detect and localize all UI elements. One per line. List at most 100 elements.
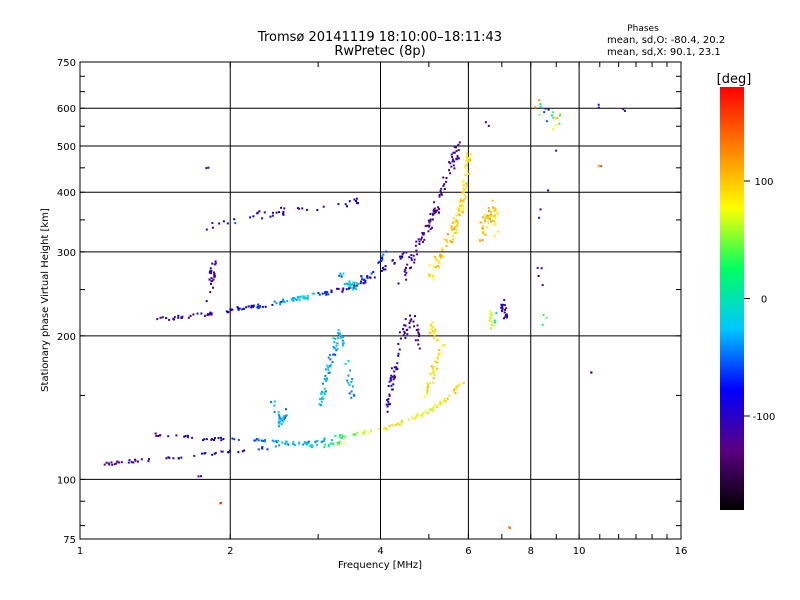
echo-point: [500, 306, 503, 309]
echo-point: [110, 461, 113, 464]
x-tick-label: 6: [465, 546, 471, 557]
echo-point: [168, 318, 171, 321]
echo-point: [230, 309, 233, 311]
echo-point: [337, 337, 340, 339]
echo-point: [434, 209, 437, 212]
echo-point: [381, 258, 384, 261]
echo-point: [298, 441, 301, 444]
echo-point: [385, 403, 388, 406]
echo-point: [466, 157, 469, 160]
echo-point: [429, 218, 432, 221]
echo-point: [172, 457, 175, 460]
echo-point: [388, 424, 391, 427]
echo-point: [432, 409, 435, 412]
echo-point: [282, 415, 285, 418]
echo-point: [457, 207, 460, 210]
echo-point: [405, 271, 408, 274]
echo-point: [353, 394, 356, 397]
echo-point: [256, 306, 259, 309]
echo-point: [105, 461, 108, 464]
echo-point: [441, 344, 444, 347]
echo-point: [433, 369, 436, 372]
echo-point: [352, 288, 355, 291]
echo-point: [541, 323, 544, 326]
echo-point: [432, 371, 435, 374]
phase-stats-o: mean, sd,O: -80.4, 20.2: [607, 35, 725, 46]
echo-point: [397, 354, 400, 357]
echo-point: [344, 435, 347, 438]
echo-point: [410, 259, 413, 262]
echo-point: [335, 342, 338, 345]
echo-point: [423, 238, 426, 241]
echo-point: [320, 403, 323, 406]
echo-point: [271, 439, 274, 442]
echo-point: [213, 452, 216, 455]
echo-point: [493, 220, 496, 223]
echo-point: [397, 282, 400, 285]
echo-point: [155, 434, 158, 437]
echo-point: [462, 205, 464, 207]
echo-point: [461, 203, 464, 206]
echo-point: [237, 307, 240, 310]
echo-point: [466, 170, 469, 173]
echo-point: [261, 447, 264, 450]
echo-point: [118, 461, 121, 464]
echo-point: [455, 157, 458, 160]
echo-point: [115, 462, 118, 465]
echo-point: [355, 200, 357, 202]
echo-point: [382, 253, 385, 256]
echo-point: [253, 439, 256, 442]
echo-point: [431, 275, 434, 277]
echo-point: [432, 208, 435, 211]
echo-point: [484, 216, 487, 219]
echo-point: [250, 306, 253, 309]
x-tick-label: 16: [675, 546, 688, 557]
echo-point: [492, 324, 495, 327]
echo-point: [205, 167, 208, 170]
echo-point: [466, 159, 468, 162]
echo-point: [284, 442, 287, 445]
echo-point: [378, 260, 381, 263]
echo-point: [211, 222, 214, 224]
echo-point: [436, 361, 438, 364]
echo-point: [452, 217, 455, 219]
echo-point: [486, 214, 489, 217]
echo-point: [428, 276, 431, 279]
echo-point: [324, 390, 327, 393]
echo-point: [290, 298, 293, 301]
echo-point: [108, 463, 111, 466]
echo-point: [446, 233, 449, 236]
echo-point: [492, 214, 495, 217]
echo-point: [455, 150, 458, 153]
echo-point: [337, 332, 340, 335]
echo-point: [340, 275, 343, 278]
echo-point: [486, 216, 489, 219]
echo-point: [233, 218, 236, 221]
echo-point: [393, 370, 396, 373]
echo-point: [396, 423, 399, 426]
echo-point: [405, 251, 408, 254]
echo-point: [332, 345, 335, 348]
echo-point: [344, 203, 347, 206]
echo-point: [336, 441, 339, 444]
echo-point: [213, 273, 216, 275]
echo-point: [455, 225, 458, 228]
echo-point: [127, 461, 130, 464]
echo-point: [180, 317, 183, 319]
echo-point: [404, 274, 407, 276]
echo-point: [116, 460, 119, 463]
echo-point: [547, 108, 550, 111]
echo-point: [440, 402, 443, 405]
echo-point: [388, 393, 391, 396]
echo-point: [213, 439, 215, 441]
echo-point: [326, 291, 329, 294]
echo-point: [455, 229, 458, 231]
echo-point: [386, 399, 389, 401]
echo-point: [501, 305, 504, 308]
echo-point: [462, 179, 465, 182]
echo-point: [361, 432, 364, 435]
echo-point: [273, 400, 276, 403]
echo-point: [422, 232, 425, 235]
echo-point: [429, 213, 432, 215]
echo-point: [156, 318, 159, 321]
